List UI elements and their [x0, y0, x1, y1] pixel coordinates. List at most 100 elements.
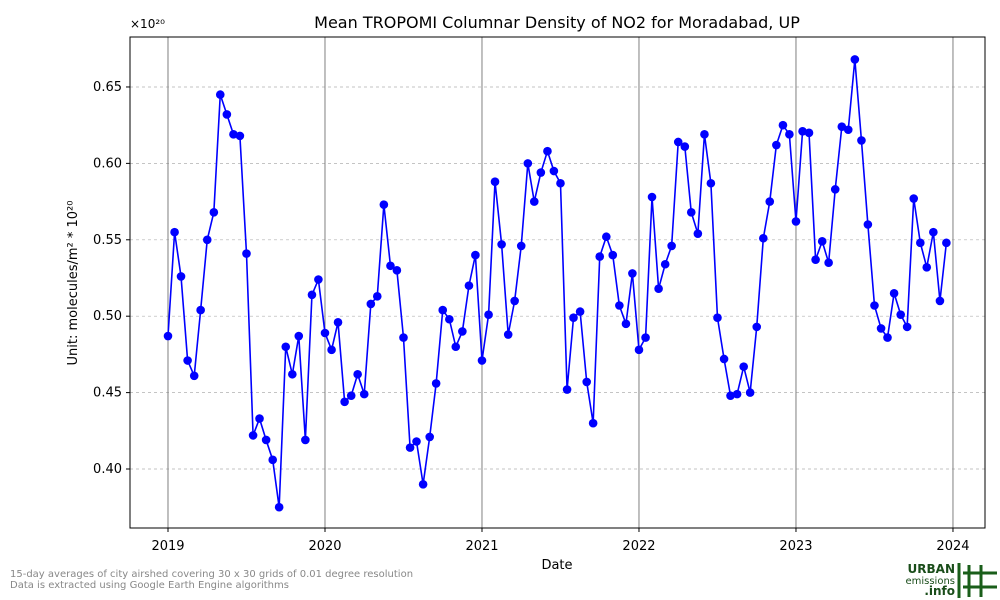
- data-point: [274, 502, 284, 512]
- data-point: [543, 146, 552, 156]
- data-point: [588, 418, 598, 428]
- x-tick-label: 2021: [465, 539, 498, 554]
- x-tick-label: 2023: [779, 539, 812, 554]
- plot-frame: [129, 36, 986, 529]
- x-tick-label: 2019: [151, 539, 184, 554]
- data-point: [916, 238, 925, 248]
- data-point: [412, 437, 421, 446]
- data-point: [673, 137, 683, 147]
- data-point: [935, 296, 945, 306]
- data-point: [634, 345, 644, 355]
- data-point: [490, 177, 500, 187]
- data-point: [765, 197, 775, 206]
- chart-title: Mean TROPOMI Columnar Density of NO2 for…: [314, 13, 800, 32]
- data-point: [654, 284, 663, 293]
- data-point: [804, 128, 814, 138]
- data-point: [215, 90, 225, 99]
- data-point: [693, 229, 703, 238]
- data-point: [909, 194, 919, 203]
- data-point: [602, 232, 611, 242]
- data-point: [386, 261, 395, 271]
- data-point: [235, 131, 245, 141]
- data-point: [229, 130, 238, 139]
- data-point: [850, 55, 860, 64]
- data-point: [451, 342, 461, 352]
- data-point: [268, 455, 278, 465]
- data-point: [798, 126, 807, 136]
- data-point: [556, 178, 565, 188]
- data-point: [314, 275, 323, 284]
- data-point: [785, 130, 794, 139]
- data-point: [575, 307, 585, 316]
- data-point: [726, 391, 735, 400]
- data-point: [176, 272, 186, 281]
- data-point: [660, 259, 670, 269]
- data-point: [438, 305, 448, 315]
- data-point: [399, 333, 408, 342]
- data-point: [222, 110, 232, 119]
- data-point: [294, 331, 304, 341]
- data-point: [189, 371, 199, 381]
- data-point: [863, 220, 873, 229]
- data-point: [366, 299, 376, 309]
- data-point: [929, 227, 938, 237]
- data-point: [719, 354, 729, 364]
- data-point: [536, 168, 546, 177]
- data-point: [248, 431, 258, 440]
- data-point: [830, 185, 840, 194]
- data-point: [458, 327, 467, 336]
- data-point: [372, 292, 382, 301]
- data-point: [425, 432, 435, 442]
- data-point: [582, 377, 592, 387]
- data-point: [791, 217, 801, 226]
- data-point: [333, 318, 343, 327]
- data-point: [752, 322, 762, 332]
- data-point: [562, 385, 572, 394]
- data-point: [680, 142, 690, 151]
- x-tick-label: 2024: [936, 539, 969, 554]
- data-point: [621, 319, 631, 329]
- data-point: [353, 369, 362, 379]
- data-point: [261, 435, 271, 445]
- data-point: [255, 414, 264, 423]
- data-point: [889, 288, 899, 298]
- data-point: [477, 356, 487, 365]
- data-point: [320, 328, 330, 338]
- data-point: [163, 331, 173, 341]
- data-point: [759, 233, 768, 243]
- y-tick-label: 0.55: [93, 233, 122, 248]
- data-point: [713, 313, 722, 323]
- data-point: [484, 310, 493, 319]
- x-tick-label: 2022: [622, 539, 655, 554]
- data-point: [876, 324, 886, 333]
- y-scale-label: ×10²⁰: [130, 17, 165, 31]
- data-point: [281, 342, 291, 352]
- data-point: [549, 166, 559, 176]
- data-point: [510, 296, 519, 306]
- data-point: [431, 379, 441, 388]
- data-point: [202, 235, 212, 245]
- data-point: [922, 262, 932, 272]
- data-point: [686, 207, 696, 217]
- data-point: [523, 159, 533, 168]
- data-point: [778, 120, 788, 130]
- footnote: Data is extracted using Google Earth Eng…: [10, 580, 289, 591]
- data-point: [843, 125, 853, 135]
- data-point: [628, 269, 637, 278]
- data-point: [242, 249, 251, 258]
- data-point: [595, 252, 605, 261]
- data-point: [824, 258, 833, 268]
- data-point: [503, 330, 513, 339]
- data-point: [471, 250, 480, 260]
- data-line: [167, 59, 948, 508]
- data-point: [405, 443, 415, 452]
- data-point: [529, 197, 539, 206]
- data-point: [301, 435, 310, 445]
- x-axis-label: Date: [541, 558, 572, 573]
- data-point: [772, 140, 781, 150]
- data-point: [196, 305, 205, 315]
- data-point: [896, 310, 905, 319]
- data-point: [942, 238, 951, 248]
